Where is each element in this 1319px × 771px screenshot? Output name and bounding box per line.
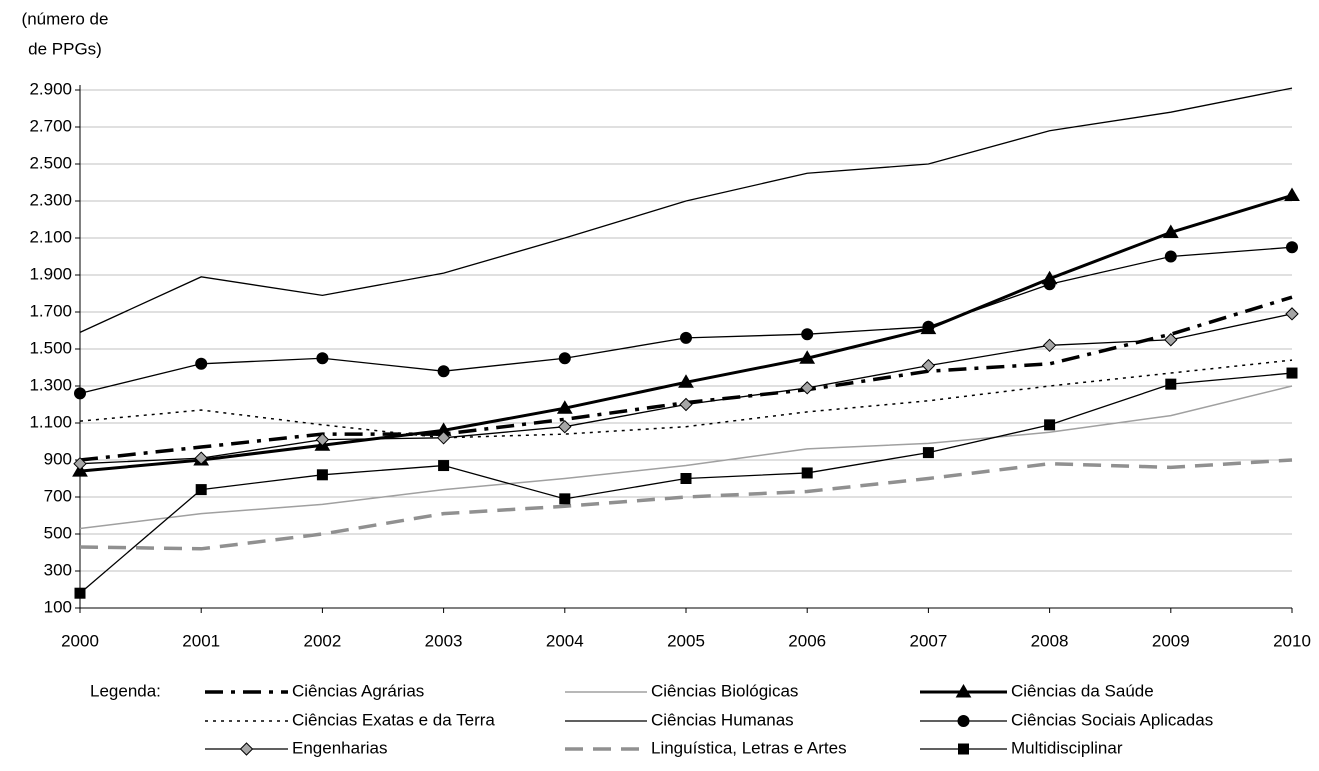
marker: [315, 432, 330, 447]
marker: [1286, 241, 1298, 254]
marker: [316, 469, 328, 481]
x-tick-label: 2007: [909, 631, 947, 650]
marker: [1284, 187, 1300, 201]
marker: [195, 357, 208, 370]
marker: [73, 456, 87, 471]
legend-marker: [955, 684, 972, 698]
x-tick-label: 2008: [1031, 631, 1069, 650]
legend-label: Engenharias: [292, 738, 387, 757]
y-tick-label: 1.500: [29, 338, 72, 357]
marker: [436, 431, 451, 445]
marker: [679, 397, 693, 412]
series-line: [79, 385, 1293, 530]
marker: [556, 400, 573, 414]
marker: [74, 387, 86, 400]
marker: [74, 587, 86, 599]
y-tick-label: 1.100: [29, 412, 72, 431]
marker: [1164, 250, 1177, 263]
x-tick-label: 2010: [1273, 631, 1311, 650]
marker: [1165, 378, 1177, 390]
legend-label: Ciências Exatas e da Terra: [292, 710, 495, 729]
y-tick-label: 1.300: [29, 375, 72, 394]
x-tick-label: 2009: [1152, 631, 1190, 650]
x-tick-label: 2006: [788, 631, 826, 650]
legend-label: Ciências Sociais Aplicadas: [1011, 710, 1213, 729]
x-tick-label: 2005: [667, 631, 705, 650]
y-tick-label: 2.500: [29, 153, 72, 172]
legend-title: Legenda:: [90, 681, 161, 700]
y-tick-label: 1.900: [29, 264, 72, 283]
series-line: [79, 458, 1293, 551]
marker: [195, 484, 207, 496]
marker: [559, 493, 571, 505]
y-tick-label: 500: [44, 523, 72, 542]
y-tick-label: 2.700: [29, 116, 72, 135]
marker: [316, 352, 329, 365]
y-tick-label: 300: [44, 560, 72, 579]
x-tick-label: 2002: [303, 631, 341, 650]
marker: [680, 473, 692, 484]
marker: [437, 365, 450, 378]
legend-label: Multidisciplinar: [1011, 738, 1123, 757]
y-tick-label: 2.300: [29, 190, 72, 209]
marker: [1286, 367, 1298, 379]
y-tick-label: 1.700: [29, 301, 72, 320]
marker: [800, 381, 814, 395]
legend-marker: [957, 715, 970, 727]
marker: [558, 419, 572, 434]
marker: [558, 352, 571, 365]
legend-label: Ciências Humanas: [651, 710, 794, 729]
series-line: [79, 359, 1293, 439]
marker: [194, 451, 208, 465]
marker: [801, 328, 814, 341]
marker: [1044, 419, 1056, 431]
marker: [801, 467, 813, 479]
x-tick-label: 2004: [546, 631, 584, 650]
y-axis-label: (número de: [22, 9, 109, 28]
marker: [1043, 278, 1056, 291]
legend-label: Ciências da Saúde: [1011, 681, 1154, 700]
marker: [922, 447, 934, 459]
legend-marker: [239, 742, 254, 756]
y-axis-label: de PPGs): [28, 39, 102, 58]
marker: [1164, 333, 1178, 347]
series-line: [79, 87, 1293, 333]
marker: [921, 358, 936, 373]
y-tick-label: 900: [44, 449, 72, 468]
y-tick-label: 700: [44, 486, 72, 505]
marker: [1042, 338, 1057, 353]
marker: [1162, 224, 1179, 238]
x-tick-label: 2003: [425, 631, 463, 650]
marker: [799, 350, 816, 364]
marker: [678, 374, 694, 388]
x-tick-label: 2001: [182, 631, 220, 650]
series-line: [79, 246, 1293, 395]
legend-label: Ciências Biológicas: [651, 681, 798, 700]
marker: [1285, 307, 1299, 321]
marker: [438, 460, 450, 472]
x-tick-label: 2000: [61, 631, 99, 650]
legend-label: Ciências Agrárias: [292, 681, 424, 700]
y-tick-label: 2.100: [29, 227, 72, 246]
legend-marker: [958, 743, 969, 755]
legend-label: Linguística, Letras e Artes: [651, 738, 847, 757]
y-tick-label: 100: [44, 597, 72, 616]
marker: [680, 331, 692, 344]
y-tick-label: 2.900: [29, 79, 72, 98]
marker: [922, 320, 935, 333]
